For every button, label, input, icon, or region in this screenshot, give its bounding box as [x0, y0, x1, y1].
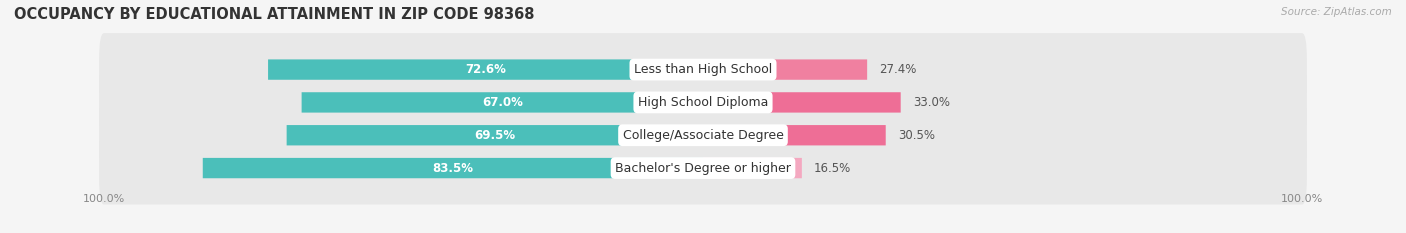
- FancyBboxPatch shape: [703, 125, 886, 145]
- FancyBboxPatch shape: [202, 158, 703, 178]
- Text: Source: ZipAtlas.com: Source: ZipAtlas.com: [1281, 7, 1392, 17]
- Text: 33.0%: 33.0%: [912, 96, 949, 109]
- FancyBboxPatch shape: [302, 92, 703, 113]
- FancyBboxPatch shape: [703, 59, 868, 80]
- Text: 83.5%: 83.5%: [433, 161, 474, 175]
- FancyBboxPatch shape: [269, 59, 703, 80]
- FancyBboxPatch shape: [100, 99, 1306, 172]
- Text: 30.5%: 30.5%: [897, 129, 935, 142]
- FancyBboxPatch shape: [100, 66, 1306, 139]
- Text: 72.6%: 72.6%: [465, 63, 506, 76]
- Text: High School Diploma: High School Diploma: [638, 96, 768, 109]
- Text: 69.5%: 69.5%: [474, 129, 516, 142]
- FancyBboxPatch shape: [100, 132, 1306, 205]
- Text: OCCUPANCY BY EDUCATIONAL ATTAINMENT IN ZIP CODE 98368: OCCUPANCY BY EDUCATIONAL ATTAINMENT IN Z…: [14, 7, 534, 22]
- Text: College/Associate Degree: College/Associate Degree: [623, 129, 783, 142]
- FancyBboxPatch shape: [703, 92, 901, 113]
- Text: Less than High School: Less than High School: [634, 63, 772, 76]
- FancyBboxPatch shape: [287, 125, 703, 145]
- Text: Bachelor's Degree or higher: Bachelor's Degree or higher: [614, 161, 792, 175]
- Text: 67.0%: 67.0%: [482, 96, 523, 109]
- FancyBboxPatch shape: [703, 158, 801, 178]
- Text: 27.4%: 27.4%: [879, 63, 917, 76]
- Text: 16.5%: 16.5%: [814, 161, 851, 175]
- FancyBboxPatch shape: [100, 33, 1306, 106]
